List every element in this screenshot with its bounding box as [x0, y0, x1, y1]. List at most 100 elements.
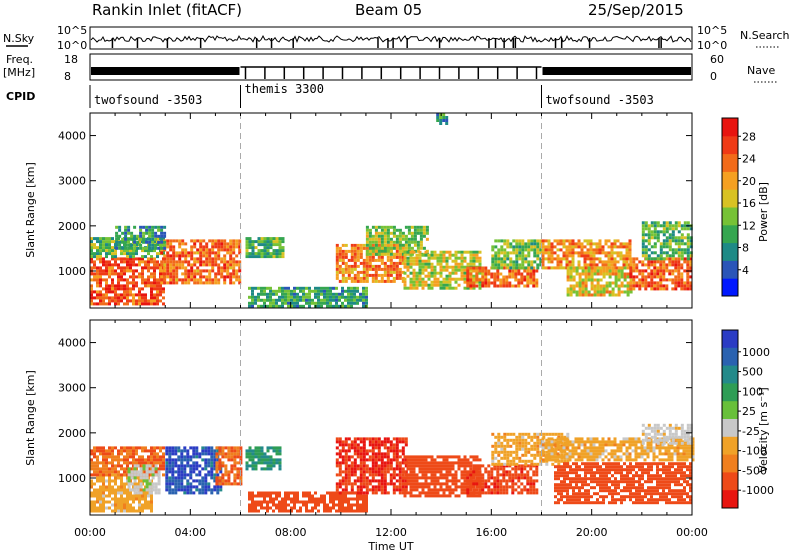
- velocity-cell: [502, 470, 506, 474]
- power-cell: [196, 269, 200, 273]
- power-cell: [184, 254, 188, 258]
- velocity-cell: [347, 506, 350, 510]
- power-cell: [641, 245, 645, 249]
- power-cell: [308, 301, 311, 305]
- velocity-cell: [403, 488, 407, 492]
- power-cell: [199, 242, 203, 246]
- velocity-cell: [365, 509, 368, 513]
- power-cell: [269, 237, 273, 241]
- velocity-cell: [105, 470, 108, 474]
- power-cell: [451, 265, 455, 269]
- power-cell: [656, 269, 660, 273]
- velocity-cell: [377, 473, 381, 477]
- velocity-cell: [171, 446, 175, 450]
- power-cell: [472, 266, 476, 270]
- velocity-cell: [499, 473, 503, 477]
- velocity-cell: [254, 500, 257, 504]
- velocity-cell: [305, 506, 308, 510]
- power-cell: [205, 245, 209, 249]
- power-cell: [374, 279, 378, 283]
- power-cell: [572, 287, 576, 291]
- power-cell: [153, 287, 156, 291]
- power-cell: [622, 254, 626, 258]
- velocity-cell: [251, 503, 254, 507]
- velocity-cell: [165, 452, 169, 456]
- power-cell: [102, 272, 105, 276]
- power-cell: [96, 272, 99, 276]
- velocity-cell: [174, 464, 178, 468]
- power-cell: [335, 273, 339, 277]
- power-cell: [442, 116, 446, 119]
- power-cell: [578, 290, 582, 294]
- power-cell: [147, 266, 150, 270]
- power-cell: [506, 242, 510, 246]
- power-cell: [427, 277, 431, 281]
- power-cell: [323, 301, 326, 305]
- power-cell: [383, 240, 387, 244]
- power-cell: [166, 266, 170, 270]
- velocity-cell: [236, 455, 240, 459]
- power-cell: [272, 292, 275, 296]
- velocity-cell: [105, 461, 108, 465]
- power-cell: [550, 254, 554, 258]
- power-cell: [622, 242, 626, 246]
- power-cell: [533, 248, 537, 252]
- power-cell: [129, 290, 132, 294]
- power-cell: [593, 284, 597, 288]
- power-cell: [365, 292, 368, 296]
- power-cell: [442, 286, 446, 290]
- power-cell: [293, 289, 296, 293]
- power-cell: [689, 281, 693, 285]
- velocity-cell: [377, 446, 381, 450]
- velocity-cell: [117, 506, 120, 510]
- power-cell: [544, 257, 548, 261]
- power-cell: [380, 273, 384, 277]
- power-cell: [263, 255, 267, 259]
- power-cell: [275, 289, 278, 293]
- velocity-cell: [195, 449, 199, 453]
- power-cell: [141, 266, 144, 270]
- power-cell: [190, 257, 194, 261]
- velocity-cell: [529, 476, 533, 480]
- velocity-cell: [466, 461, 470, 465]
- velocity-cell: [145, 467, 149, 471]
- velocity-cell: [186, 479, 190, 483]
- power-cell: [635, 275, 639, 279]
- velocity-cell: [439, 482, 443, 486]
- power-cell: [647, 233, 651, 237]
- velocity-cell: [380, 473, 384, 477]
- velocity-cell: [445, 464, 449, 468]
- power-cell: [217, 272, 221, 276]
- power-cell: [409, 286, 413, 290]
- date-title: 25/Sep/2015: [588, 1, 684, 19]
- power-cell: [518, 248, 522, 252]
- velocity-cell: [148, 491, 152, 495]
- power-cell: [550, 242, 554, 246]
- power-cell: [395, 276, 399, 280]
- power-cell: [686, 221, 690, 225]
- power-cell: [356, 289, 359, 293]
- power-cell: [686, 239, 690, 243]
- velocity-cell: [263, 458, 267, 462]
- power-cell: [235, 239, 239, 243]
- power-cell: [123, 257, 126, 261]
- freq-label-line1: Freq.: [6, 53, 33, 66]
- power-cell: [169, 263, 173, 267]
- power-cell: [232, 239, 236, 243]
- power-cell: [302, 292, 305, 296]
- velocity-cell: [506, 456, 510, 460]
- velocity-cell: [478, 494, 482, 498]
- power-cell: [623, 272, 627, 276]
- power-cell: [665, 287, 669, 291]
- power-cell: [311, 301, 314, 305]
- velocity-cell: [144, 461, 147, 465]
- power-cell: [281, 286, 284, 290]
- velocity-cell: [380, 470, 384, 474]
- power-cell: [598, 257, 602, 261]
- power-cell: [626, 287, 630, 291]
- velocity-cell: [353, 446, 357, 450]
- power-cell: [644, 227, 648, 231]
- power-cell: [338, 304, 341, 308]
- velocity-cell: [90, 458, 93, 462]
- power-cell: [156, 278, 159, 282]
